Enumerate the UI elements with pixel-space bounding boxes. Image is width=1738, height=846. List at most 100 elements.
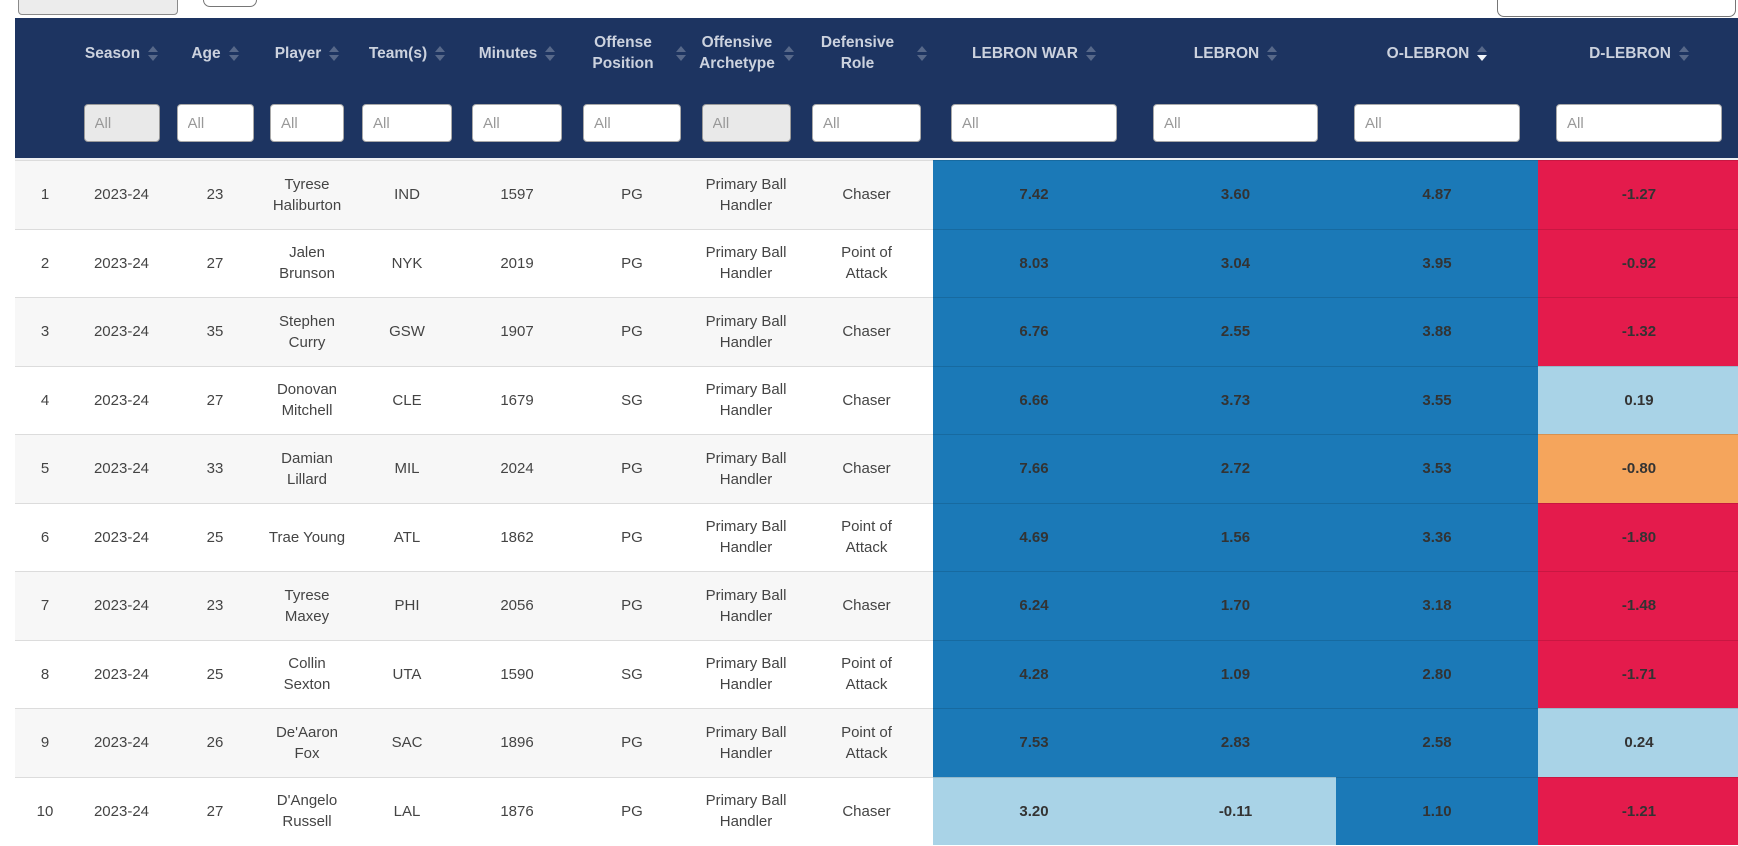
column-header-player[interactable]: Player <box>262 18 352 88</box>
sort-down-arrow-icon <box>676 54 686 61</box>
column-header-label: Season <box>84 44 141 62</box>
filter-input-minutes[interactable] <box>472 104 562 142</box>
cell-text: 1896 <box>500 734 534 752</box>
cell-o_lebron: 2.80 <box>1336 639 1538 708</box>
cell-minutes: 1896 <box>462 708 572 777</box>
metric-value: 6.76 <box>1019 323 1049 341</box>
cell-season: 2023-24 <box>75 297 168 366</box>
cell-text: 33 <box>206 460 224 478</box>
metric-value: 2.58 <box>1422 734 1452 752</box>
cell-text: 4 <box>40 391 50 409</box>
sort-icon <box>545 45 556 61</box>
cell-player: Stephen Curry <box>262 297 352 366</box>
column-header-label: Age <box>191 44 221 62</box>
cell-minutes: 1862 <box>462 502 572 571</box>
filter-input-defensive_role[interactable] <box>812 104 921 142</box>
filter-input-o_lebron[interactable] <box>1354 104 1520 142</box>
column-header-defensive_role[interactable]: Defensive Role <box>800 18 933 88</box>
cell-offense_position: PG <box>572 228 692 297</box>
cell-season: 2023-24 <box>75 434 168 503</box>
cell-text: 10 <box>36 802 54 820</box>
sort-up-arrow-icon <box>545 45 556 52</box>
table-row: 4 2023-24 27 Donovan Mitchell CLE 1679 SG Prima… <box>15 365 1738 434</box>
filter-input-d_lebron[interactable] <box>1556 104 1722 142</box>
stats-table: Season Age Player Team(s) Minutes <box>15 18 1738 845</box>
entries-input[interactable] <box>203 0 257 7</box>
cell-d_lebron: -1.27 <box>1538 160 1738 229</box>
cell-text: SAC <box>391 734 423 752</box>
cell-minutes: 1679 <box>462 365 572 434</box>
cell-text: 6 <box>40 528 50 546</box>
cell-text: 27 <box>206 802 224 820</box>
column-header-o_lebron[interactable]: O-LEBRON <box>1336 18 1538 88</box>
toolbar-button[interactable] <box>18 0 178 15</box>
cell-lebron: 3.60 <box>1135 160 1336 229</box>
cell-text: SG <box>621 391 643 409</box>
cell-text: Stephen Curry <box>279 312 335 351</box>
cell-o_lebron: 3.18 <box>1336 571 1538 640</box>
cell-season: 2023-24 <box>75 502 168 571</box>
cell-lebron: 1.09 <box>1135 639 1336 708</box>
sort-icon <box>329 45 340 61</box>
filter-input-player[interactable] <box>270 104 344 142</box>
cell-text: 9 <box>40 734 50 752</box>
column-header-team[interactable]: Team(s) <box>352 18 462 88</box>
column-header-d_lebron[interactable]: D-LEBRON <box>1538 18 1738 88</box>
search-input[interactable] <box>1497 0 1736 17</box>
filter-input-season[interactable] <box>83 104 160 142</box>
column-filter-cell <box>1336 88 1538 158</box>
cell-age: 23 <box>168 571 262 640</box>
cell-o_lebron: 3.88 <box>1336 297 1538 366</box>
column-header-lebron_war[interactable]: LEBRON WAR <box>933 18 1135 88</box>
metric-value: -1.27 <box>1621 186 1657 204</box>
sort-up-arrow-icon <box>1477 45 1488 52</box>
filter-input-offense_position[interactable] <box>583 104 681 142</box>
column-filter-cell <box>168 88 262 158</box>
sort-icon <box>676 45 686 61</box>
cell-lebron_war: 3.20 <box>933 776 1135 845</box>
cell-lebron: 1.70 <box>1135 571 1336 640</box>
column-header-season[interactable]: Season <box>75 18 168 88</box>
metric-value: 3.60 <box>1220 186 1251 204</box>
cell-defensive_role: Chaser <box>800 434 933 503</box>
filter-input-team[interactable] <box>362 104 452 142</box>
sort-down-arrow-icon <box>228 54 239 61</box>
cell-o_lebron: 1.10 <box>1336 776 1538 845</box>
cell-defensive_role: Chaser <box>800 160 933 229</box>
cell-text: D'Angelo Russell <box>276 792 338 831</box>
column-header-minutes[interactable]: Minutes <box>462 18 572 88</box>
column-filter-cell <box>352 88 462 158</box>
sort-icon <box>148 45 159 61</box>
cell-age: 33 <box>168 434 262 503</box>
cell-offense_position: PG <box>572 160 692 229</box>
cell-player: Jalen Brunson <box>262 228 352 297</box>
sort-down-arrow-icon <box>1678 54 1689 61</box>
cell-text: 1907 <box>500 323 534 341</box>
cell-offensive_archetype: Primary Ball Handler <box>692 365 800 434</box>
metric-value: 3.95 <box>1422 254 1452 272</box>
cell-offense_position: SG <box>572 365 692 434</box>
filter-input-lebron[interactable] <box>1153 104 1318 142</box>
metric-value: -1.71 <box>1621 665 1657 683</box>
column-header-age[interactable]: Age <box>168 18 262 88</box>
metric-value: 2.72 <box>1220 460 1251 478</box>
column-header-offense_position[interactable]: Offense Position <box>572 18 692 88</box>
cell-player: Collin Sexton <box>262 639 352 708</box>
sort-up-arrow-icon <box>329 45 340 52</box>
filter-input-offensive_archetype[interactable] <box>701 104 791 142</box>
cell-age: 27 <box>168 228 262 297</box>
metric-value: -0.80 <box>1621 460 1657 478</box>
filter-input-age[interactable] <box>176 104 254 142</box>
filter-input-lebron_war[interactable] <box>951 104 1117 142</box>
cell-text: Primary Ball Handler <box>705 655 787 694</box>
cell-lebron_war: 7.42 <box>933 160 1135 229</box>
cell-text: LAL <box>393 802 421 820</box>
column-header-offensive_archetype[interactable]: Offensive Archetype <box>692 18 800 88</box>
cell-d_lebron: -1.71 <box>1538 639 1738 708</box>
cell-text: Collin Sexton <box>283 655 331 694</box>
sort-up-arrow-icon <box>148 45 159 52</box>
cell-text: 25 <box>206 528 224 546</box>
cell-text: 3 <box>40 323 50 341</box>
cell-rank: 3 <box>15 297 75 366</box>
column-header-lebron[interactable]: LEBRON <box>1135 18 1336 88</box>
